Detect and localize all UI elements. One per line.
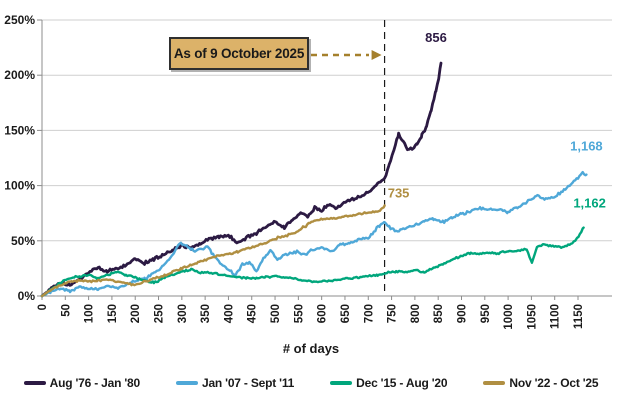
legend-item-1: Aug '76 - Jan '80	[23, 376, 141, 390]
legend-item-4: Nov '22 - Oct '25	[483, 376, 599, 390]
x-tick-label: 250	[154, 304, 166, 323]
y-tick-label: 200%	[4, 68, 35, 82]
x-tick-label: 200	[130, 304, 142, 323]
legend-label: Jan '07 - Sept '11	[201, 376, 295, 390]
x-tick-label: 450	[247, 304, 259, 323]
x-tick-label: 1000	[503, 304, 515, 330]
x-tick-label: 550	[293, 304, 305, 323]
legend-swatch	[483, 381, 506, 385]
legend-item-3: Dec '15 - Aug '20	[330, 376, 448, 390]
annotation-arrowhead	[371, 50, 382, 60]
x-tick-label: 700	[363, 304, 375, 323]
y-tick-label: 100%	[4, 179, 35, 193]
x-tick-label: 100	[84, 304, 96, 323]
y-tick-label: 150%	[4, 123, 35, 137]
x-tick-label: 0	[37, 304, 49, 310]
legend-label: Aug '76 - Jan '80	[49, 376, 141, 390]
x-tick-label: 1150	[573, 304, 585, 329]
x-tick-label: 1050	[526, 304, 538, 330]
x-axis-title: # of days	[282, 341, 340, 356]
x-tick-label: 50	[60, 304, 72, 317]
annotation-text: As of 9 October 2025	[173, 46, 305, 61]
series-line-4	[40, 204, 386, 298]
x-tick-label: 1100	[550, 304, 562, 329]
x-tick-label: 950	[480, 304, 492, 323]
x-tick-label: 600	[317, 304, 329, 323]
x-tick-label: 500	[270, 304, 282, 323]
annotation-box: As of 9 October 2025	[169, 37, 309, 70]
legend-label: Dec '15 - Aug '20	[356, 376, 448, 390]
y-tick-label: 250%	[4, 13, 35, 27]
x-tick-label: 300	[177, 304, 189, 323]
legend-swatch	[175, 381, 198, 385]
series-end-label: 1,168	[570, 139, 603, 154]
x-tick-label: 350	[200, 304, 212, 323]
legend: Aug '76 - Jan '80 Jan '07 - Sept '11 Dec '…	[0, 370, 622, 396]
series-end-label: 1,162	[573, 196, 606, 211]
y-tick-label: 50%	[11, 234, 35, 248]
series-line-3	[40, 226, 585, 298]
legend-swatch	[23, 381, 46, 385]
y-tick-label: 0%	[18, 289, 36, 303]
series-end-label: 856	[425, 30, 447, 45]
x-tick-label: 900	[456, 304, 468, 323]
x-tick-label: 650	[340, 304, 352, 323]
x-tick-label: 150	[107, 304, 119, 323]
x-tick-label: 750	[387, 304, 399, 323]
legend-swatch	[330, 381, 353, 385]
legend-label: Nov '22 - Oct '25	[509, 376, 599, 390]
x-tick-label: 400	[223, 304, 235, 323]
legend-item-2: Jan '07 - Sept '11	[175, 376, 295, 390]
plot-area: 0% 50% 100% 150% 200% 250% 0 50 100 150 200 250 300 3…	[4, 13, 612, 330]
series-line-2	[40, 170, 588, 298]
x-tick-label: 800	[410, 304, 422, 323]
series-line-1	[40, 61, 443, 298]
x-tick-label: 850	[433, 304, 445, 323]
series-end-label: 735	[388, 185, 410, 200]
